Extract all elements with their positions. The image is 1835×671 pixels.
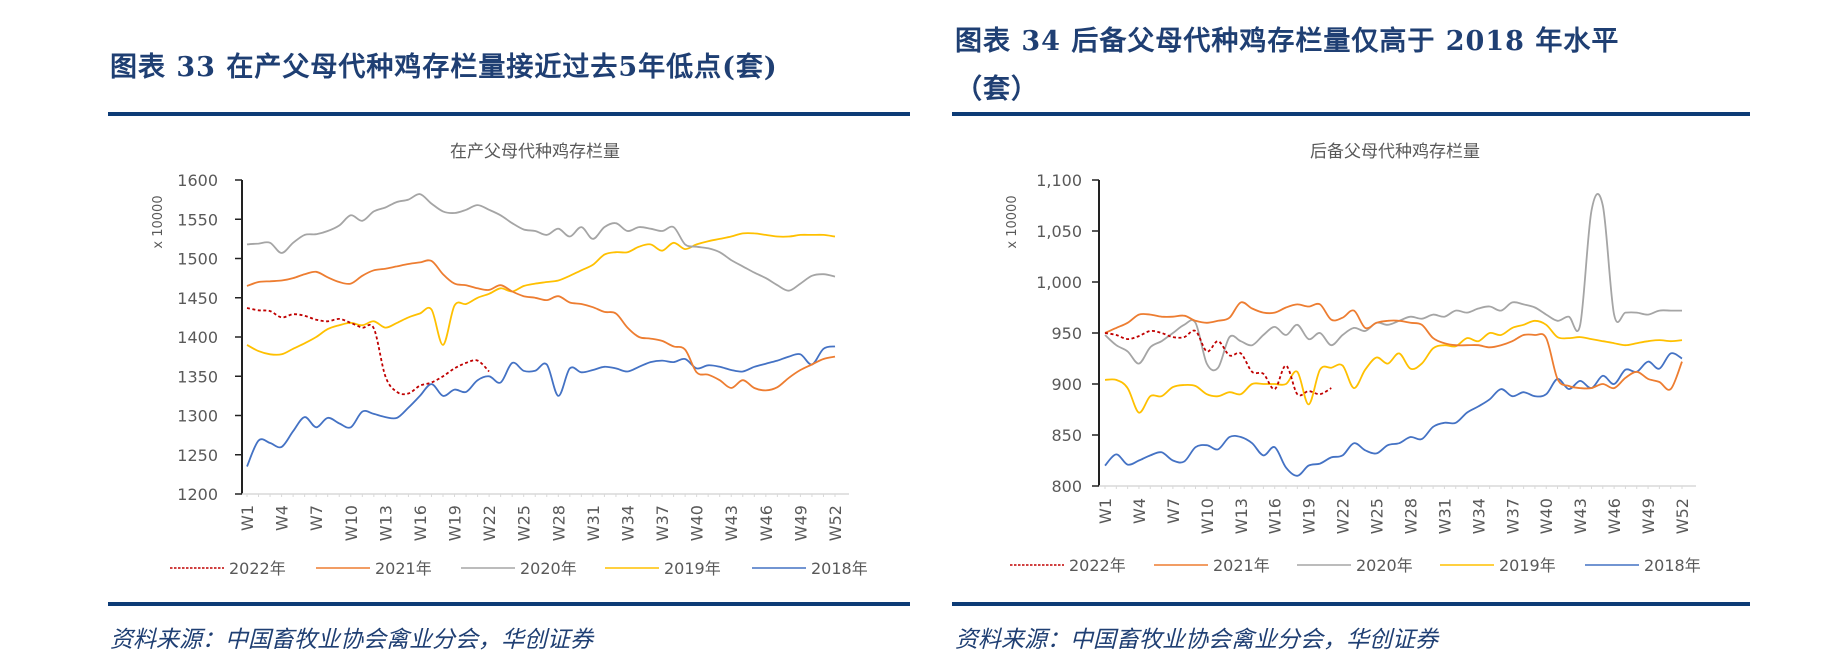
x-tick-label: W25 <box>515 505 534 541</box>
series-line-2021 <box>246 259 836 392</box>
y-tick-label: 1550 <box>177 210 218 229</box>
legend-label: 2022年 <box>1069 556 1126 575</box>
x-tick-label: W1 <box>238 505 257 531</box>
y-tick-label: 900 <box>1051 375 1082 394</box>
x-tick-label: W13 <box>376 505 395 541</box>
series-line-2019 <box>1104 319 1683 414</box>
x-tick-label: W10 <box>1198 498 1217 534</box>
figure-34-source: 资料来源：中国畜牧业协会禽业分会，华创证券 <box>955 627 1438 653</box>
series-line-2022 <box>246 307 490 396</box>
x-tick-label: W28 <box>549 505 568 541</box>
x-tick-label: W49 <box>1639 498 1658 534</box>
x-tick-label: W22 <box>1334 498 1353 534</box>
x-tick-label: W25 <box>1368 498 1387 534</box>
y-tick-label: 1500 <box>177 250 218 269</box>
series-line-2018 <box>1104 352 1683 477</box>
legend-label: 2019年 <box>1499 556 1556 575</box>
x-tick-label: W43 <box>722 505 741 541</box>
x-tick-label: W1 <box>1096 498 1115 524</box>
y-tick-label: 1600 <box>177 171 218 190</box>
series-line-2018 <box>246 345 836 467</box>
x-tick-label: W19 <box>1300 498 1319 534</box>
x-tick-label: W40 <box>688 505 707 541</box>
series-line-2019 <box>246 232 836 356</box>
x-tick-label: W52 <box>1673 498 1692 534</box>
x-tick-label: W37 <box>1503 498 1522 534</box>
legend-label: 2018年 <box>1644 556 1701 575</box>
series-line-2021 <box>1104 301 1683 391</box>
figure-33-top-rule <box>108 112 910 116</box>
figure-33-source: 资料来源：中国畜牧业协会禽业分会，华创证券 <box>110 627 593 653</box>
x-tick-label: W4 <box>1130 498 1149 524</box>
y-tick-label: 1200 <box>177 485 218 504</box>
x-tick-label: W40 <box>1537 498 1556 534</box>
x-tick-label: W49 <box>791 505 810 541</box>
series-line-2020 <box>1104 193 1682 372</box>
x-tick-label: W7 <box>307 505 326 531</box>
series-line-2020 <box>246 193 836 292</box>
y-tick-label: 1,100 <box>1036 171 1082 190</box>
y-tick-label: 1,050 <box>1036 222 1082 241</box>
figure-33-bottom-rule <box>108 602 910 606</box>
legend-label: 2018年 <box>811 559 868 578</box>
legend-label: 2019年 <box>664 559 721 578</box>
y-tick-label: 1250 <box>177 446 218 465</box>
x-tick-label: W28 <box>1401 498 1420 534</box>
y-tick-label: 1,000 <box>1036 273 1082 292</box>
x-tick-label: W10 <box>342 505 361 541</box>
x-tick-label: W19 <box>446 505 465 541</box>
y-axis-unit-label: x 10000 <box>151 195 166 248</box>
y-tick-label: 1350 <box>177 367 218 386</box>
x-tick-label: W46 <box>1605 498 1624 534</box>
y-tick-label: 1400 <box>177 328 218 347</box>
chart-2: 后备父母代种鸡存栏量 x 10000 1,100 1,050 1,000 950 900 85… <box>1005 142 1701 575</box>
x-tick-label: W13 <box>1232 498 1251 534</box>
x-tick-label: W16 <box>411 505 430 541</box>
legend-label: 2022年 <box>229 559 286 578</box>
y-tick-label: 950 <box>1051 324 1082 343</box>
y-tick-label: 1300 <box>177 407 218 426</box>
x-tick-label: W22 <box>480 505 499 541</box>
x-tick-label: W31 <box>1435 498 1454 534</box>
series-line-2022 <box>1104 329 1332 397</box>
x-tick-label: W43 <box>1571 498 1590 534</box>
chart-1: 在产父母代种鸡存栏量 x 10000 1600 1550 1500 1450 1400 135… <box>151 142 868 578</box>
x-tick-label: W34 <box>1469 498 1488 534</box>
figure-34-bottom-rule <box>952 602 1750 606</box>
legend-label: 2020年 <box>520 559 577 578</box>
chart-title: 在产父母代种鸡存栏量 <box>450 142 620 162</box>
y-tick-label: 800 <box>1051 477 1082 496</box>
x-tick-label: W31 <box>584 505 603 541</box>
legend-label: 2020年 <box>1356 556 1413 575</box>
figure-34-top-rule <box>952 112 1750 116</box>
x-tick-label: W16 <box>1266 498 1285 534</box>
y-axis-unit-label: x 10000 <box>1005 195 1020 248</box>
y-tick-label: 850 <box>1051 426 1082 445</box>
x-tick-label: W52 <box>826 505 845 541</box>
figure-34-heading-line-1: 图表 34 后备父母代种鸡存栏量仅高于 2018 年水平 <box>955 26 1620 57</box>
x-tick-label: W7 <box>1164 498 1183 524</box>
x-tick-label: W34 <box>618 505 637 541</box>
chart-title: 后备父母代种鸡存栏量 <box>1310 142 1480 162</box>
legend-label: 2021年 <box>375 559 432 578</box>
x-tick-label: W4 <box>273 505 292 531</box>
figure-34-heading-line-2: （套） <box>955 74 1039 105</box>
x-tick-label: W46 <box>757 505 776 541</box>
x-tick-label: W37 <box>653 505 672 541</box>
y-tick-label: 1450 <box>177 289 218 308</box>
legend-label: 2021年 <box>1213 556 1270 575</box>
figure-33-heading: 图表 33 在产父母代种鸡存栏量接近过去5年低点(套) <box>110 52 778 83</box>
